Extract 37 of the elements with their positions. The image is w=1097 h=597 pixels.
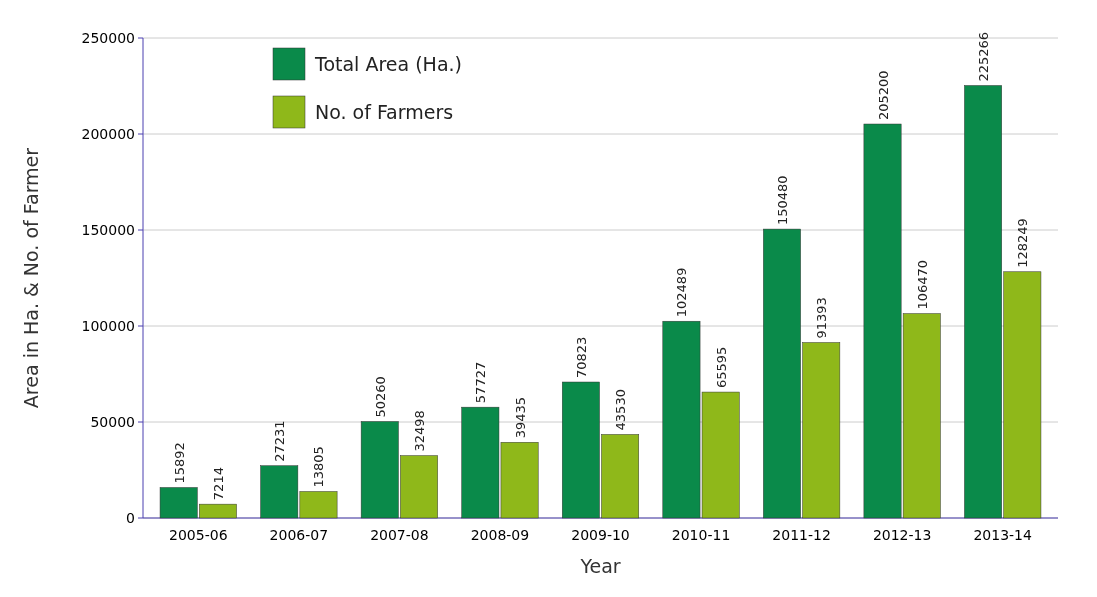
y-tick-label: 200000 — [81, 125, 135, 142]
y-tick-label: 100000 — [81, 317, 135, 334]
data-label: 70823 — [573, 336, 589, 379]
y-axis-title: Area in Ha. & No. of Farmer — [20, 147, 42, 409]
x-tick-label: 2010-11 — [671, 527, 731, 543]
y-tick-label: 150000 — [81, 221, 135, 238]
data-label: 13805 — [311, 446, 327, 488]
x-tick-label: 2011-12 — [772, 527, 831, 543]
data-label: 43530 — [613, 389, 629, 431]
data-label: 65595 — [713, 346, 729, 389]
data-label: 102489 — [674, 267, 690, 318]
data-label: 39435 — [512, 396, 528, 439]
data-label: 27231 — [272, 420, 288, 462]
data-label: 106470 — [914, 259, 930, 310]
data-label: 15892 — [171, 442, 187, 484]
x-tick-label: 2008-09 — [470, 527, 530, 543]
y-tick-label: 250000 — [81, 29, 135, 46]
data-label: 150480 — [774, 175, 790, 226]
legend-label: No. of Farmers — [315, 100, 454, 123]
x-tick-label: 2005-06 — [169, 527, 228, 543]
data-label: 7214 — [210, 467, 226, 501]
data-label: 205200 — [875, 70, 891, 121]
data-label: 91393 — [814, 297, 830, 339]
y-tick-label: 0 — [126, 509, 135, 526]
x-tick-label: 2007-08 — [370, 527, 429, 543]
x-tick-label: 2012-13 — [872, 527, 932, 543]
x-tick-label: 2006-07 — [269, 527, 329, 543]
data-label: 128249 — [1015, 218, 1031, 268]
legend-label: Total Area (Ha.) — [314, 52, 462, 75]
data-label: 57727 — [473, 361, 489, 404]
data-label: 50260 — [372, 376, 388, 418]
data-label: 32498 — [412, 410, 428, 452]
y-tick-label: 50000 — [90, 413, 135, 430]
x-tick-label: 2013-14 — [973, 527, 1033, 543]
x-axis-title: Year — [579, 555, 621, 577]
data-label: 225266 — [976, 31, 992, 82]
x-tick-label: 2009-10 — [571, 527, 630, 543]
